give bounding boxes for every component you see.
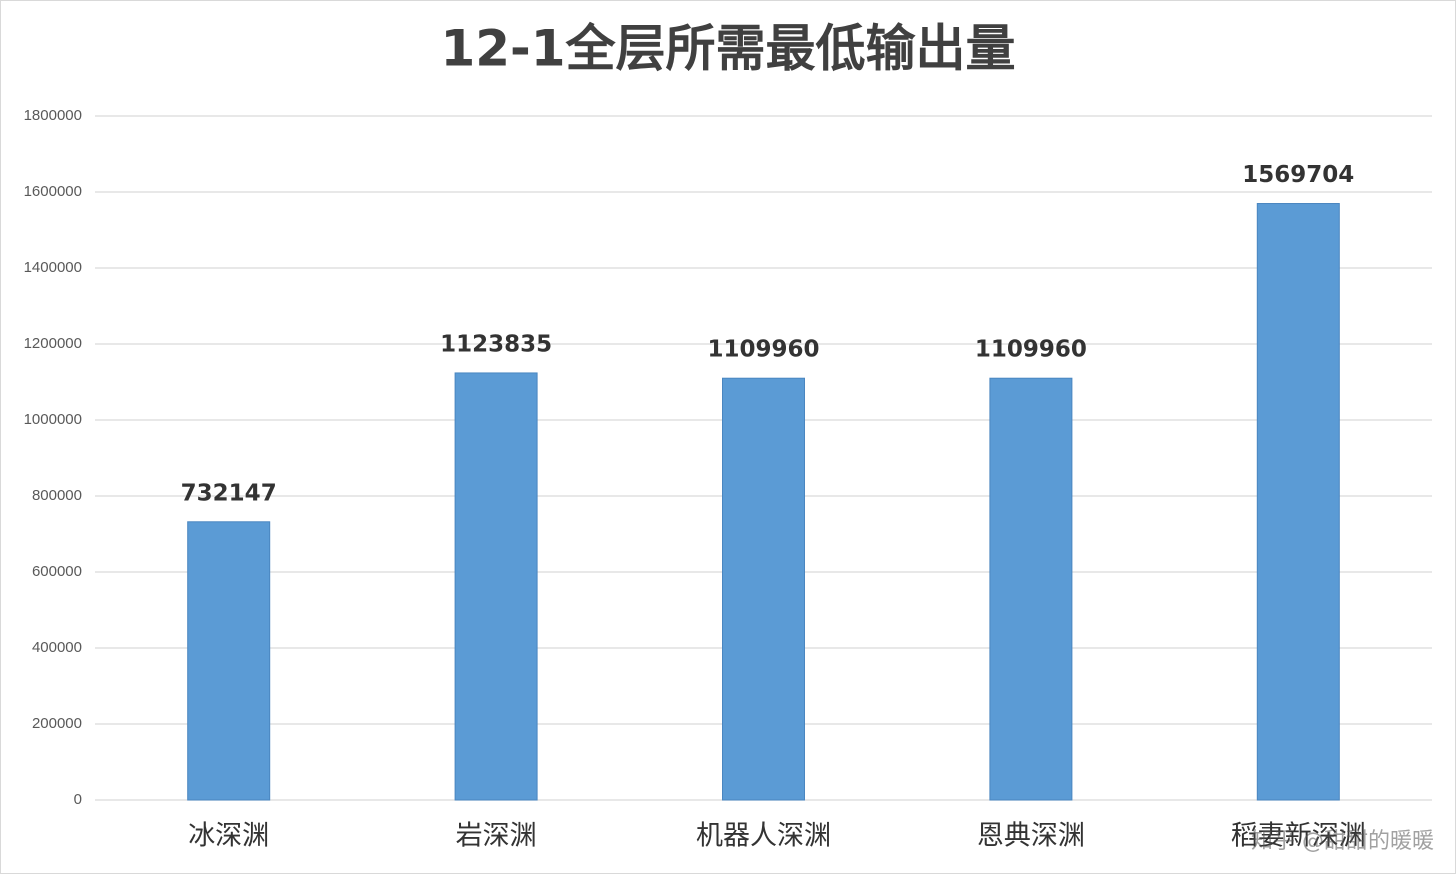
watermark: 知乎 @甜甜的暖暖: [1251, 829, 1434, 854]
x-tick-label: 冰深渊: [188, 821, 269, 852]
data-label: 1123835: [440, 331, 552, 357]
y-tick-label: 0: [74, 791, 82, 808]
y-tick-label: 600000: [32, 563, 82, 580]
bar: [187, 521, 271, 801]
y-tick-label: 400000: [32, 639, 82, 656]
y-tick-label: 1400000: [24, 259, 82, 276]
y-tick-label: 1200000: [24, 335, 82, 352]
chart-title: 12-1全层所需最低输出量: [440, 20, 1015, 78]
bar: [722, 377, 805, 801]
y-tick-label: 800000: [32, 487, 82, 504]
x-tick-label: 机器人深渊: [696, 821, 831, 852]
x-tick-label: 恩典深渊: [977, 821, 1085, 852]
bar: [454, 372, 538, 801]
bar: [989, 377, 1073, 801]
y-tick-label: 200000: [32, 715, 82, 732]
y-tick-label: 1000000: [24, 411, 82, 428]
x-tick-label: 岩深渊: [456, 821, 537, 852]
data-label: 732147: [181, 480, 277, 506]
x-tick-label: 稻妻新深渊: [1231, 821, 1366, 852]
y-tick-label: 1600000: [24, 183, 82, 200]
data-label: 1569704: [1242, 162, 1354, 188]
data-label: 1109960: [975, 337, 1087, 363]
y-tick-label: 1800000: [24, 107, 82, 124]
bar: [1256, 203, 1340, 801]
data-label: 1109960: [707, 337, 819, 363]
